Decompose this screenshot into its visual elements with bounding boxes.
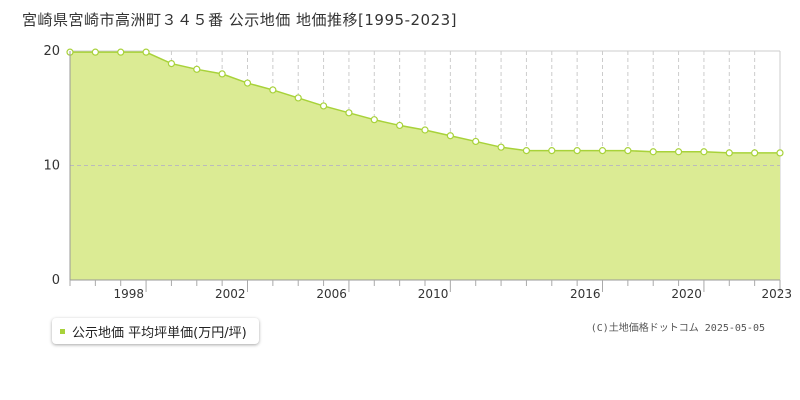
marker-layer [66,48,784,157]
data-point [700,148,708,156]
x-tick-label: 2023 [761,287,792,301]
data-point [776,149,784,157]
data-point [674,148,683,156]
y-tick-label: 0 [52,273,60,288]
data-point [472,137,480,146]
data-point [319,102,328,110]
series-area [70,52,780,280]
x-tick-label: 2010 [418,287,449,301]
y-tick-label: 10 [43,159,60,174]
x-tick-label: 2006 [316,287,347,301]
data-point [370,116,378,124]
data-point [345,109,353,117]
data-point [117,48,125,56]
data-point [142,48,150,56]
data-point [522,147,531,155]
data-point [725,149,733,157]
data-point [548,147,556,155]
copyright-text: (C)土地価格ドットコム 2025-05-05 [590,323,765,334]
x-tick-label: 2002 [215,287,246,301]
data-point [243,79,252,87]
data-point [167,59,176,68]
data-point [497,143,505,151]
data-point [193,65,201,73]
data-point [218,70,226,78]
legend-label: 公示地価 平均坪単価(万円/坪) [72,325,247,341]
x-tick-label: 2020 [671,287,702,301]
chart-legend: 公示地価 平均坪単価(万円/坪) [52,318,259,344]
data-point [269,86,277,94]
data-point [573,147,581,155]
data-point [91,48,99,56]
data-point [649,148,657,156]
axis-layer: 0 10 20 1998 2002 2006 2010 2016 2020 2023 [43,44,792,301]
legend-swatch-icon [60,328,65,334]
page-title: 宮崎県宮崎市高洲町３４５番 公示地価 地価推移[1995-2023] [22,11,458,29]
x-tick-label: 1998 [114,287,145,301]
data-point [751,149,759,157]
y-tick-label: 20 [43,44,60,59]
data-point [294,94,302,102]
x-tick-label: 2016 [570,287,601,301]
data-point [396,121,404,130]
data-point [624,147,632,155]
data-point [421,126,429,134]
data-point [446,132,454,140]
data-point [598,147,607,155]
